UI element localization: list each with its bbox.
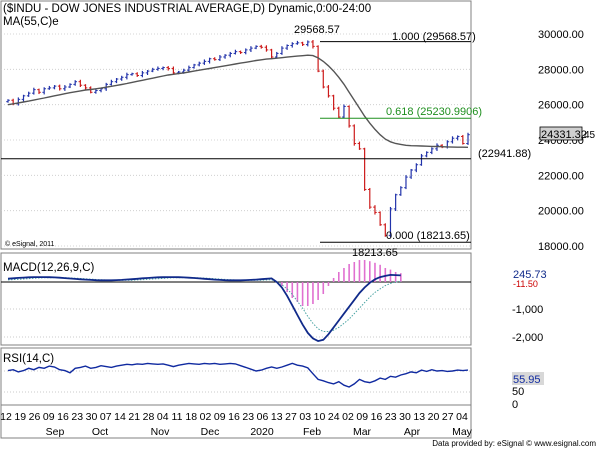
x-day-label: 06 bbox=[257, 411, 269, 423]
x-day-label: 11 bbox=[172, 411, 183, 423]
x-day-label: 10 bbox=[314, 411, 326, 423]
macd-value-box bbox=[512, 268, 544, 280]
x-month-label: Apr bbox=[404, 426, 421, 438]
macd-line bbox=[7, 273, 401, 343]
rsi-tick-0: 0 bbox=[512, 399, 518, 411]
x-day-label: 26 bbox=[29, 411, 41, 423]
x-day-label: 12 bbox=[0, 411, 12, 423]
x-axis-frame bbox=[0, 404, 472, 439]
last-price-label: 24331.32 bbox=[541, 129, 587, 141]
x-month-label: Oct bbox=[92, 426, 108, 438]
price-grid bbox=[1, 33, 471, 247]
x-day-label: 27 bbox=[285, 411, 297, 423]
macd-tick-2000: -2,000 bbox=[512, 332, 543, 344]
credit-label: © eSignal, 2011 bbox=[5, 240, 55, 248]
ma55-line bbox=[7, 54, 469, 148]
x-day-label: 09 bbox=[356, 411, 368, 423]
x-day-label: 23 bbox=[385, 411, 397, 423]
macd-value-label: 245.73 bbox=[513, 269, 547, 281]
x-day-label: 23 bbox=[242, 411, 254, 423]
macd-histogram bbox=[281, 260, 402, 306]
x-month-label: May bbox=[452, 426, 473, 438]
macd-signal-label: -11.50 bbox=[513, 279, 538, 289]
footer-label: Data provided by: eSignal © www.esignal.… bbox=[432, 439, 596, 448]
fib-1-label: 1.000 (29568.57) bbox=[392, 31, 476, 43]
x-day-label: 03 bbox=[299, 411, 311, 423]
x-day-label: 19 bbox=[14, 411, 26, 423]
rsi-line bbox=[7, 362, 469, 388]
x-day-label: 27 bbox=[442, 411, 454, 423]
fib-618-label: 0.618 (25230.9906) bbox=[386, 106, 482, 118]
x-month-label: Dec bbox=[201, 426, 220, 438]
x-day-label: 30 bbox=[86, 411, 98, 423]
x-day-label: 09 bbox=[43, 411, 55, 423]
last-price-box bbox=[539, 126, 583, 141]
support-label: (22941.88) bbox=[478, 148, 531, 160]
x-day-label: 24 bbox=[328, 411, 340, 423]
x-day-label: 14 bbox=[114, 411, 126, 423]
x-day-label: 20 bbox=[428, 411, 440, 423]
high-annotation: 29568.57 bbox=[294, 24, 340, 36]
x-month-label: 2020 bbox=[250, 426, 274, 438]
x-day-label: 23 bbox=[71, 411, 83, 423]
price-y-tick: 22000.00 bbox=[538, 170, 584, 182]
x-day-label: 30 bbox=[399, 411, 411, 423]
rsi-label: RSI(14,C) bbox=[3, 353, 54, 365]
price-y-tick: 18000.00 bbox=[538, 241, 584, 253]
x-day-label: 16 bbox=[57, 411, 69, 423]
macd-panel-frame bbox=[0, 252, 472, 346]
price-y-tick: 26000.00 bbox=[538, 100, 584, 112]
x-month-label: Mar bbox=[353, 426, 372, 438]
price-candles bbox=[6, 40, 470, 238]
chart-title: ($INDU - DOW JONES INDUSTRIAL AVERAGE,D)… bbox=[3, 3, 371, 15]
x-month-label: Nov bbox=[151, 426, 170, 438]
macd-label: MACD(12,26,9,C) bbox=[3, 262, 95, 274]
x-axis-month-labels: Sep Oct Nov Dec 2020 Feb Mar Apr May bbox=[46, 426, 473, 438]
x-axis-day-labels: 12 19 26 09 16 23 30 07 14 21 28 04 11 18 02 09 16 23 06 13… bbox=[0, 411, 468, 423]
price-y-tick: 30000.00 bbox=[538, 29, 584, 41]
price-y-tick: 20000.00 bbox=[538, 206, 584, 218]
macd-tick-1000: -1,000 bbox=[512, 304, 543, 316]
rsi-panel-frame bbox=[0, 347, 472, 406]
ma-label: MA(55,C)e bbox=[3, 16, 59, 28]
x-day-label: 16 bbox=[371, 411, 383, 423]
x-day-label: 13 bbox=[413, 411, 425, 423]
x-day-label: 02 bbox=[200, 411, 212, 423]
price-y-tick: 28000.00 bbox=[538, 64, 584, 76]
x-day-label: 21 bbox=[128, 411, 140, 423]
x-day-label: 18 bbox=[185, 411, 197, 423]
low-annotation: 18213.65 bbox=[352, 247, 398, 259]
fib-0-label: 0.000 (18213.65) bbox=[386, 230, 470, 242]
price-panel-frame bbox=[0, 0, 472, 250]
x-day-label: 04 bbox=[456, 411, 468, 423]
x-day-label: 16 bbox=[228, 411, 240, 423]
macd-signal-line bbox=[7, 277, 401, 332]
price-y-ticks: 30000.0028000.0026000.0024000.0022000.00… bbox=[538, 29, 584, 253]
x-day-label: 04 bbox=[157, 411, 169, 423]
last-price-suffix: 45 bbox=[584, 130, 596, 141]
rsi-value-label: 55.95 bbox=[513, 374, 541, 386]
x-day-label: 09 bbox=[214, 411, 226, 423]
rsi-tick-50: 50 bbox=[512, 386, 524, 398]
x-day-label: 13 bbox=[271, 411, 283, 423]
x-day-label: 02 bbox=[342, 411, 354, 423]
x-day-label: 28 bbox=[143, 411, 155, 423]
rsi-value-box bbox=[512, 372, 544, 385]
x-month-label: Feb bbox=[303, 426, 321, 438]
x-month-label: Sep bbox=[46, 426, 65, 438]
fib-lines bbox=[1, 41, 471, 243]
x-day-label: 07 bbox=[100, 411, 112, 423]
